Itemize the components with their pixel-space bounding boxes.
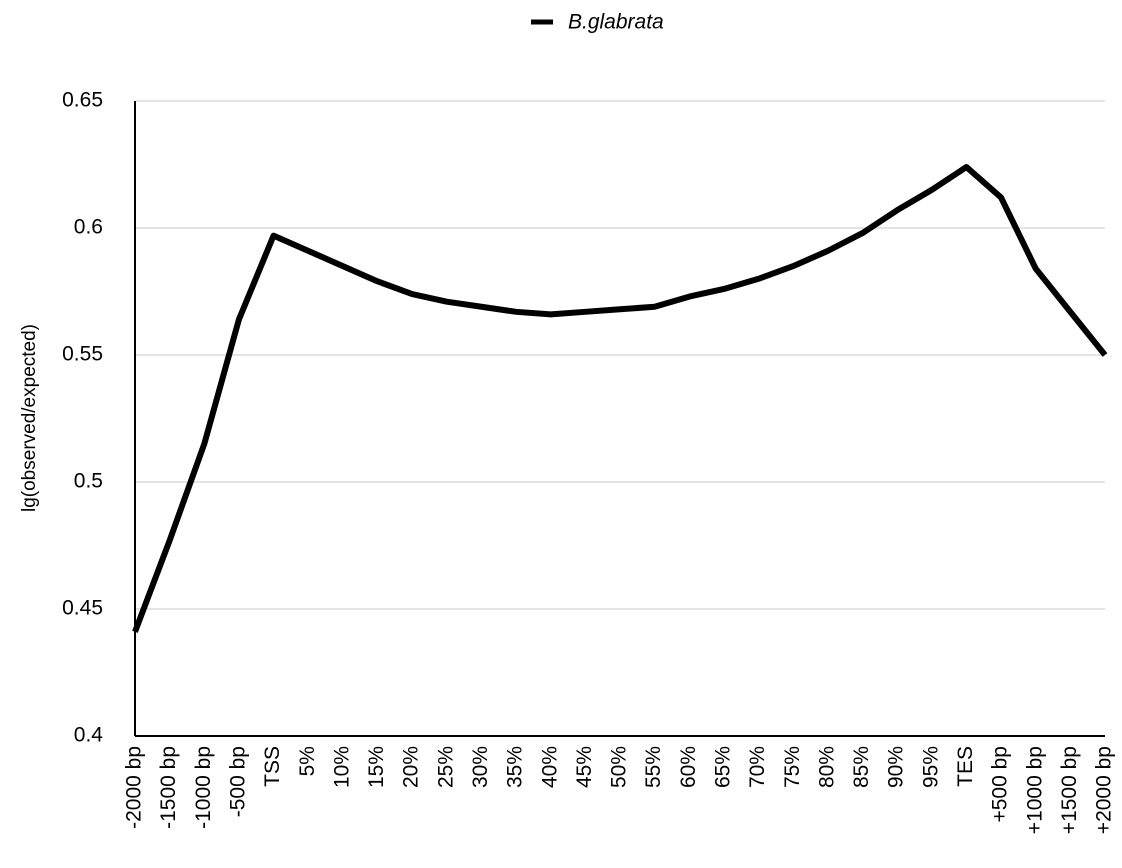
x-tick-label: 70% [746,746,769,788]
x-tick-label: 45% [573,746,596,788]
x-tick-label: -2000 bp [123,746,146,829]
y-tick-label: 0.45 [62,597,103,620]
x-tick-label: 60% [677,746,700,788]
x-tick-label: 40% [538,746,561,788]
x-tick-label: 90% [885,746,908,788]
y-tick-label: 0.55 [62,343,103,366]
y-tick-label: 0.6 [74,216,103,239]
x-tick-label: +1500 bp [1058,746,1081,834]
x-tick-label: +500 bp [989,746,1012,823]
x-tick-label: 10% [330,746,353,788]
x-tick-label: 15% [365,746,388,788]
x-tick-label: 95% [919,746,942,788]
x-tick-label: 85% [850,746,873,788]
x-tick-label: 20% [400,746,423,788]
x-tick-label: 25% [434,746,457,788]
x-tick-label: TSS [261,746,284,787]
x-tick-label: 35% [504,746,527,788]
x-tick-label: 50% [608,746,631,788]
y-tick-label: 0.5 [74,470,103,493]
x-tick-label: -1500 bp [157,746,180,829]
x-tick-label: +1000 bp [1023,746,1046,834]
x-tick-label: 30% [469,746,492,788]
legend-label: B.glabrata [568,11,664,34]
x-tick-label: 55% [642,746,665,788]
x-tick-label: 75% [781,746,804,788]
x-tick-label: -500 bp [226,746,249,817]
y-tick-label: 0.4 [74,724,104,747]
x-tick-label: -1000 bp [192,746,215,829]
x-tick-label: +2000 bp [1093,746,1116,834]
y-tick-label: 0.65 [62,89,103,112]
x-tick-label: TES [954,746,977,787]
x-tick-label: 80% [815,746,838,788]
y-axis-label: lg(observed/expected) [19,324,40,512]
x-tick-label: 5% [296,746,319,776]
data-line [132,164,1108,633]
x-tick-label: 65% [711,746,734,788]
